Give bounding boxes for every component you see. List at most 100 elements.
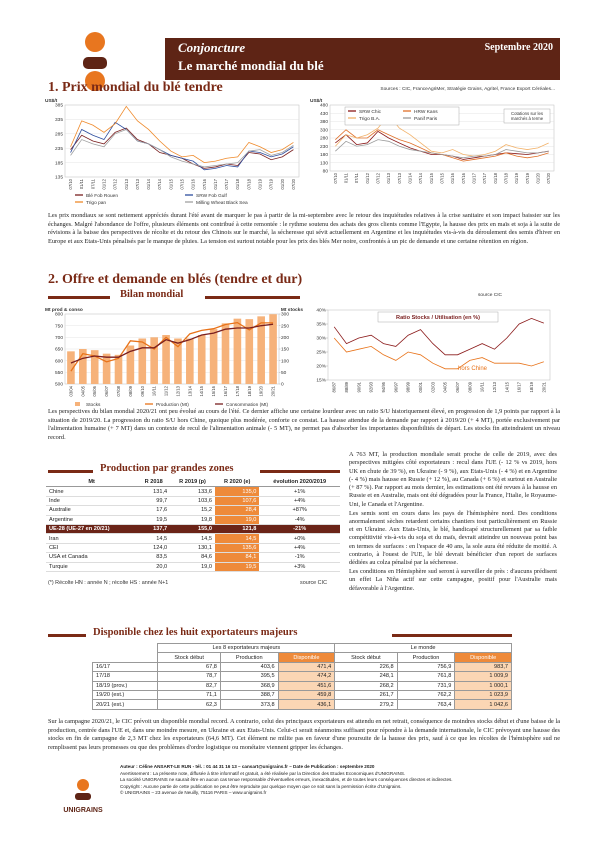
table-row: 20/21 (est.) 62,3 373,8 436,1 279,2 763,4 1 04… [91, 699, 512, 710]
y-tick-label: 35% [316, 322, 326, 328]
section-title: 2. Offre et demande en blés (tendre et d… [48, 272, 303, 287]
x-tick-label: 07/18 [504, 172, 509, 183]
table-cell: 279,2 [334, 699, 398, 710]
y-tick-label: 480 [320, 103, 328, 109]
table-cell: 761,8 [396, 671, 456, 682]
y-tick-label: 180 [320, 152, 328, 158]
table-cell: 731,9 [396, 680, 456, 691]
table-cell: Australie [46, 505, 138, 516]
legend-label: Consommation (Mt) [226, 402, 269, 408]
series-line [70, 323, 274, 364]
table-cell: 403,6 [219, 661, 279, 673]
x-tick-label: 86/87 [332, 381, 337, 392]
series-line [70, 129, 294, 168]
legend-label: Panif Paris [414, 116, 438, 122]
table-cell: 124,0 [137, 543, 171, 554]
table-row: UE-28 (UE-27 en 20/21) 137,7 155,0 121,8 -21… [46, 524, 340, 535]
y2-tick-label: 100 [281, 358, 289, 364]
section-title: 1. Prix mondial du blé tendre [48, 80, 223, 95]
chart: US$/t 135 185 235 285 335 385 07/10 01/11 07/11 01… [45, 98, 300, 206]
bar [79, 349, 87, 384]
table-cell: 71,1 [157, 689, 221, 701]
plot-area [327, 309, 551, 381]
x-tick-label: 07/16 [461, 172, 466, 183]
table-cell: -4% [259, 515, 340, 525]
table-cell: 1 000,1 [454, 680, 512, 691]
paragraph: Les conditions en Hémisphère sud seront … [349, 568, 557, 592]
table-row: Inde 99,7 103,6 107,6 +4% [46, 496, 340, 507]
y-tick-label: 800 [55, 312, 63, 318]
y-tick-label: 700 [55, 335, 63, 341]
table-cell: 82,7 [157, 680, 221, 691]
legend-label: Stocks [86, 402, 101, 408]
bar [269, 314, 277, 384]
table-cell: +0% [259, 533, 340, 544]
x-tick-label: 07/10 [333, 172, 338, 183]
bar [245, 319, 254, 384]
x-tick-label: 07/16 [202, 178, 207, 189]
table-cell: 983,7 [454, 661, 512, 673]
series-label: hors Chine [458, 366, 488, 372]
table-cell: +3% [259, 562, 340, 572]
series-line [70, 321, 274, 372]
header-kicker: Conjoncture [178, 40, 246, 55]
table-cell: 261,7 [334, 689, 398, 701]
y-tick-label: 280 [320, 136, 328, 142]
table-row: CEI 124,0 130,1 135,6 +4% [46, 543, 340, 554]
table-note: (*) Récolte HN : année N ; récolte HS : … [48, 580, 169, 586]
y-tick-label: 185 [55, 160, 63, 166]
rule [392, 634, 512, 637]
x-tick-label: 07/08 [116, 385, 121, 396]
chart: US$/t 80 130 180 230 280 330 380 430 480 07/10 01/1… [310, 98, 555, 183]
table-cell: +4% [259, 496, 340, 507]
footer-line: Auteur : Céline ANSART-LE RUN - tél. : 0… [120, 764, 375, 769]
x-tick-label: 04/05 [80, 385, 85, 396]
rule [48, 470, 93, 473]
x-tick-label: 01/19 [258, 178, 263, 189]
x-tick-label: 04/05 [443, 381, 448, 392]
table-cell: 388,7 [219, 689, 279, 701]
x-tick-label: 20/21 [541, 381, 546, 392]
table-cell: 135,6 [214, 543, 260, 554]
header-row: Stock début Production Disponible Stock déb… [93, 652, 512, 663]
table-cell: 20/21 (est.) [91, 699, 159, 710]
x-tick-label: 20/21 [271, 385, 276, 396]
x-tick-label: 07/12 [376, 172, 381, 183]
x-tick-label: 09/10 [140, 385, 145, 396]
rule [48, 634, 86, 637]
table-cell: Argentine [46, 515, 138, 525]
table-cell: -21% [259, 524, 340, 535]
x-tick-label: 00/01 [418, 381, 423, 392]
series-line [335, 114, 549, 157]
y-tick-label: 550 [55, 370, 63, 376]
column-header: Mt [46, 478, 138, 488]
y2-axis-label: Mt stocks [281, 307, 303, 313]
x-tick-label: 01/11 [79, 178, 84, 189]
table-cell: 155,0 [170, 524, 215, 535]
y-tick-label: 330 [320, 127, 328, 133]
header-date: Septembre 2020 [484, 42, 553, 53]
x-tick-label: 01/12 [102, 178, 107, 189]
x-tick-label: 01/20 [536, 172, 541, 183]
sources: Sources : CIC, FranceAgriMer, Stratégie … [380, 87, 555, 92]
table-cell: 78,7 [157, 671, 221, 682]
table-cell: 1 042,6 [454, 699, 512, 710]
x-tick-label: 94/95 [381, 381, 386, 392]
table-cell: 28,4 [214, 505, 260, 516]
group-header: Les 8 exportateurs majeurs [157, 642, 336, 654]
bar [197, 335, 206, 384]
x-tick-label: 15/16 [211, 385, 216, 396]
x-tick-label: 07/11 [354, 172, 359, 183]
table-cell: 131,4 [137, 486, 171, 497]
bar [90, 350, 99, 384]
bar [126, 345, 135, 384]
x-tick-label: 08/09 [467, 381, 472, 392]
column-header: Stock début [334, 652, 398, 663]
x-tick-label: 90/91 [356, 381, 361, 392]
subsection-title: Production par grandes zones [100, 463, 234, 474]
bar [67, 351, 75, 384]
table-cell: 459,8 [277, 689, 336, 701]
x-tick-label: 17/18 [235, 385, 240, 396]
x-tick-label: 07/10 [68, 178, 73, 189]
